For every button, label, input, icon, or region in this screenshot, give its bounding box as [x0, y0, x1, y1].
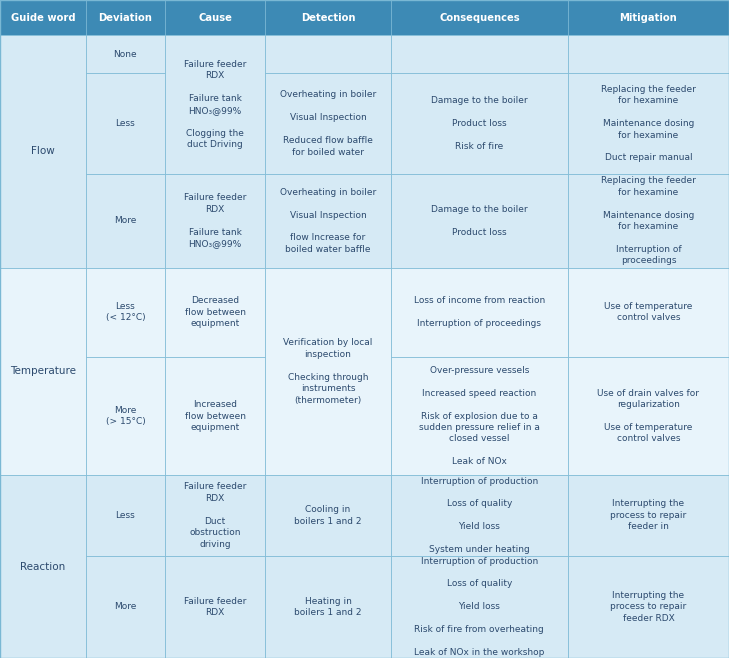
Text: Consequences: Consequences	[439, 13, 520, 22]
Bar	[0, 0, 86, 35]
Bar	[265, 174, 391, 268]
Text: Damage to the boiler

Product loss: Damage to the boiler Product loss	[431, 205, 528, 237]
Bar	[391, 357, 568, 475]
Text: Overheating in boiler

Visual Inspection

Reduced flow baffle
for boiled water: Overheating in boiler Visual Inspection …	[280, 90, 376, 157]
Text: Less: Less	[115, 511, 136, 520]
Bar	[86, 35, 165, 73]
Text: More: More	[114, 216, 136, 225]
Text: Use of temperature
control valves: Use of temperature control valves	[604, 302, 693, 322]
Bar	[568, 357, 729, 475]
Bar	[568, 174, 729, 268]
Text: Overheating in boiler

Visual Inspection

flow Increase for
boiled water baffle: Overheating in boiler Visual Inspection …	[280, 188, 376, 254]
Text: Over-pressure vessels

Increased speed reaction

Risk of explosion due to a
sudd: Over-pressure vessels Increased speed re…	[419, 366, 539, 467]
Text: Reaction: Reaction	[20, 562, 66, 572]
Bar	[391, 35, 568, 73]
Text: Increased
flow between
equipment: Increased flow between equipment	[184, 400, 246, 432]
Text: More
(> 15°C): More (> 15°C)	[106, 406, 145, 426]
Text: Verification by local
inspection

Checking through
instruments
(thermometer): Verification by local inspection Checkin…	[284, 338, 373, 405]
Bar	[165, 268, 265, 357]
Bar	[568, 555, 729, 658]
Bar	[165, 35, 265, 174]
Text: Replacing the feeder
for hexamine

Maintenance dosing
for hexamine

Interruption: Replacing the feeder for hexamine Mainte…	[601, 176, 696, 265]
Text: Use of drain valves for
regularization

Use of temperature
control valves: Use of drain valves for regularization U…	[598, 389, 699, 443]
Bar	[86, 0, 165, 35]
Text: Detection: Detection	[301, 13, 355, 22]
Text: None: None	[114, 49, 137, 59]
Bar	[165, 475, 265, 555]
Bar	[568, 268, 729, 357]
Text: Interruption of production

Loss of quality

Yield loss

System under heating: Interruption of production Loss of quali…	[421, 476, 538, 554]
Bar	[165, 0, 265, 35]
Text: Flow: Flow	[31, 146, 55, 157]
Text: Interrupting the
process to repair
feeder RDX: Interrupting the process to repair feede…	[610, 591, 687, 622]
Text: Deviation: Deviation	[98, 13, 152, 22]
Bar	[391, 0, 568, 35]
Text: Decreased
flow between
equipment: Decreased flow between equipment	[184, 296, 246, 328]
Bar	[165, 357, 265, 475]
Text: Less: Less	[115, 119, 136, 128]
Text: Cooling in
boilers 1 and 2: Cooling in boilers 1 and 2	[295, 505, 362, 526]
Bar	[568, 73, 729, 174]
Text: Interruption of production

Loss of quality

Yield loss

Risk of fire from overh: Interruption of production Loss of quali…	[414, 557, 545, 657]
Bar	[0, 268, 86, 475]
Bar	[265, 0, 391, 35]
Bar	[391, 475, 568, 555]
Bar	[86, 555, 165, 658]
Bar	[86, 268, 165, 357]
Bar	[391, 268, 568, 357]
Text: Temperature: Temperature	[10, 367, 76, 376]
Bar	[165, 555, 265, 658]
Text: More: More	[114, 602, 136, 611]
Bar	[86, 357, 165, 475]
Bar	[265, 73, 391, 174]
Text: Failure feeder
RDX

Failure tank
HNO₃@99%: Failure feeder RDX Failure tank HNO₃@99%	[184, 193, 246, 248]
Bar	[391, 73, 568, 174]
Text: Less
(< 12°C): Less (< 12°C)	[106, 302, 145, 322]
Bar	[265, 35, 391, 73]
Bar	[265, 555, 391, 658]
Bar	[391, 555, 568, 658]
Text: Failure feeder
RDX

Failure tank
HNO₃@99%

Clogging the
duct Driving: Failure feeder RDX Failure tank HNO₃@99%…	[184, 60, 246, 149]
Bar	[0, 35, 86, 268]
Bar	[0, 475, 86, 658]
Text: Failure feeder
RDX: Failure feeder RDX	[184, 597, 246, 617]
Bar	[265, 475, 391, 555]
Text: Interrupting the
process to repair
feeder in: Interrupting the process to repair feede…	[610, 499, 687, 532]
Bar	[86, 73, 165, 174]
Text: Damage to the boiler

Product loss

Risk of fire: Damage to the boiler Product loss Risk o…	[431, 96, 528, 151]
Text: Heating in
boilers 1 and 2: Heating in boilers 1 and 2	[295, 597, 362, 617]
Text: Failure feeder
RDX

Duct
obstruction
driving: Failure feeder RDX Duct obstruction driv…	[184, 482, 246, 549]
Bar	[568, 35, 729, 73]
Text: Guide word: Guide word	[11, 13, 75, 22]
Text: Loss of income from reaction

Interruption of proceedings: Loss of income from reaction Interruptio…	[413, 296, 545, 328]
Text: Mitigation: Mitigation	[620, 13, 677, 22]
Text: Cause: Cause	[198, 13, 232, 22]
Text: Replacing the feeder
for hexamine

Maintenance dosing
for hexamine

Duct repair : Replacing the feeder for hexamine Mainte…	[601, 85, 696, 163]
Bar	[265, 268, 391, 475]
Bar	[86, 174, 165, 268]
Bar	[165, 174, 265, 268]
Bar	[86, 475, 165, 555]
Bar	[568, 0, 729, 35]
Bar	[391, 174, 568, 268]
Bar	[568, 475, 729, 555]
